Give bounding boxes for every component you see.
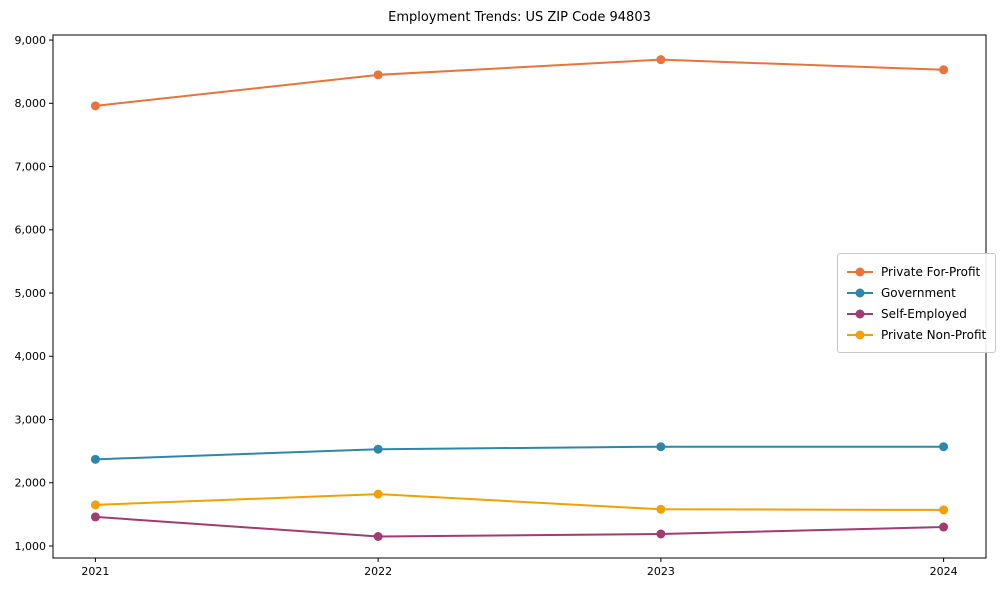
y-tick-label: 3,000 (15, 413, 47, 426)
x-tick-label: 2024 (930, 565, 958, 578)
y-tick-label: 9,000 (15, 34, 47, 47)
marker-private-for-profit-2023 (656, 55, 666, 65)
legend-item-self-employed: Self-Employed (846, 303, 986, 324)
y-tick-label: 4,000 (15, 350, 47, 363)
marker-private-non-profit-2021 (90, 500, 100, 510)
marker-government-2024 (939, 442, 949, 452)
legend-item-private-for-profit: Private For-Profit (846, 261, 986, 282)
x-tick-label: 2023 (647, 565, 675, 578)
marker-government-2023 (656, 442, 666, 452)
series-line-private-for-profit (94, 58, 945, 107)
marker-self-employed-2024 (939, 522, 949, 532)
y-tick-label: 8,000 (15, 97, 47, 110)
y-tick-label: 6,000 (15, 224, 47, 237)
legend-line-marker-icon (847, 267, 873, 276)
legend-label: Self-Employed (881, 306, 967, 321)
legend-line-marker-icon (847, 330, 873, 339)
marker-self-employed-2023 (656, 529, 666, 539)
x-tick-label: 2021 (81, 565, 109, 578)
legend-line-marker-icon (847, 309, 873, 318)
legend: Private For-Profit Government Self-Employe… (837, 253, 997, 353)
marker-private-non-profit-2022 (373, 489, 383, 499)
legend-line-marker-icon (847, 288, 873, 297)
series-line-private-non-profit (94, 493, 945, 511)
legend-label: Private For-Profit (881, 264, 981, 279)
series-line-self-employed (94, 515, 945, 538)
marker-private-for-profit-2024 (939, 65, 949, 75)
legend-item-government: Government (846, 282, 986, 303)
marker-government-2022 (373, 444, 383, 454)
y-tick-label: 7,000 (15, 160, 47, 173)
x-tick-label: 2022 (364, 565, 392, 578)
marker-self-employed-2021 (90, 512, 100, 522)
y-tick-label: 5,000 (15, 287, 47, 300)
marker-government-2021 (90, 454, 100, 464)
y-tick-label: 2,000 (15, 477, 47, 490)
marker-private-for-profit-2021 (90, 101, 100, 111)
marker-private-for-profit-2022 (373, 70, 383, 80)
legend-item-private-non-profit: Private Non-Profit (846, 324, 986, 345)
marker-private-non-profit-2023 (656, 504, 666, 514)
series-line-government (94, 445, 945, 461)
marker-private-non-profit-2024 (939, 505, 949, 515)
chart-title: Employment Trends: US ZIP Code 94803 (388, 10, 651, 25)
legend-label: Private Non-Profit (881, 327, 987, 342)
marker-self-employed-2022 (373, 531, 383, 541)
legend-label: Government (881, 285, 956, 300)
y-tick-label: 1,000 (15, 540, 47, 553)
